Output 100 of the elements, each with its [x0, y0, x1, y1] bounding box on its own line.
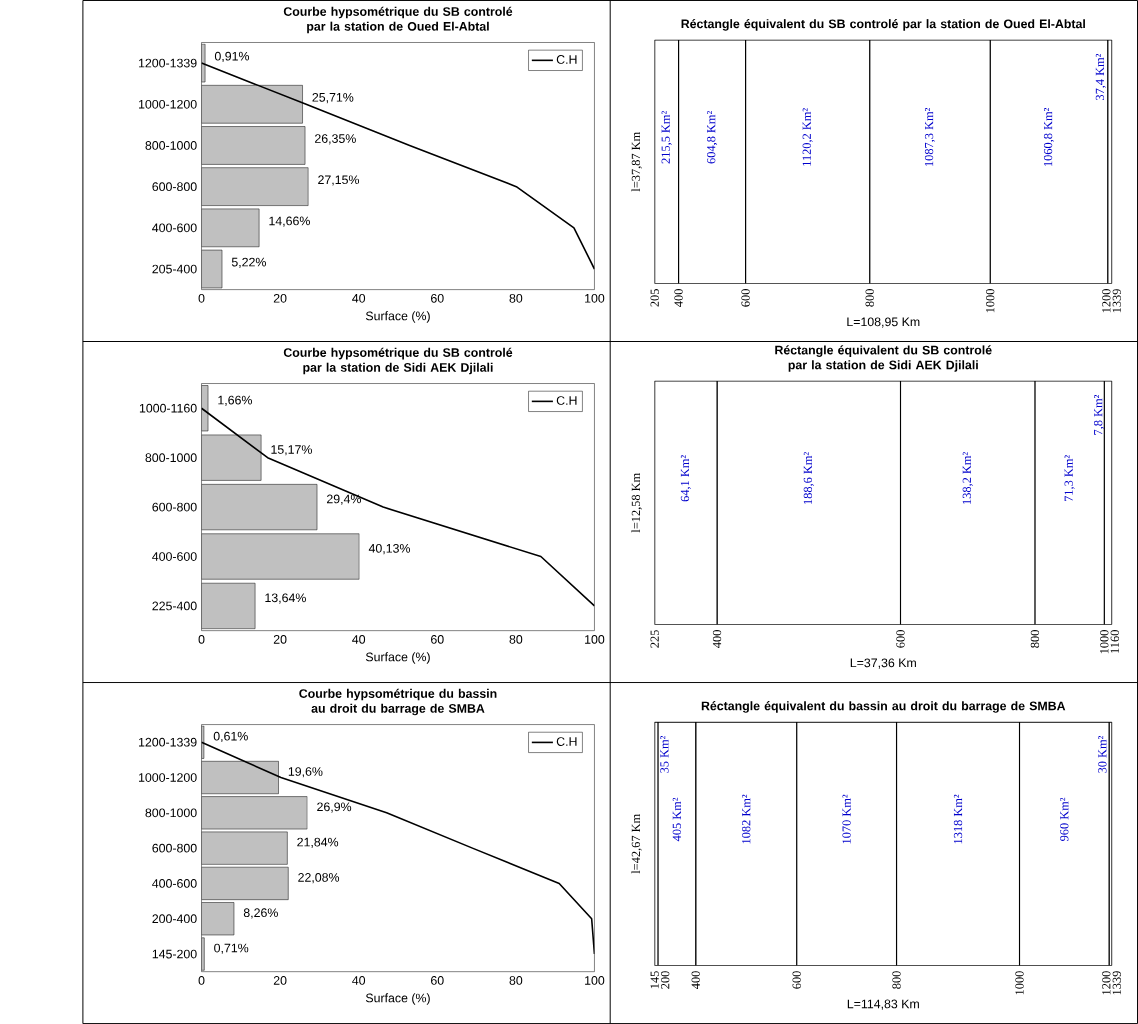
y-tick-label: 200-400: [152, 914, 197, 924]
data-label: 26,35%: [315, 134, 356, 145]
text: 800: [892, 971, 901, 989]
x-tick-label: 20: [273, 293, 287, 303]
bar: [201, 167, 309, 206]
data-label: 138,2 Km²: [962, 452, 973, 504]
x-tick-label: 40: [352, 634, 366, 644]
text: 400: [712, 630, 722, 648]
y-tick-label: 145-200: [152, 949, 197, 959]
text: 600: [741, 289, 750, 307]
y-tick-label: 800-1000: [145, 808, 197, 818]
text: 800: [865, 289, 874, 307]
data-label: 1120,2 Km²: [802, 108, 813, 166]
data-label: 188,6 Km²: [803, 452, 814, 504]
data-label: 26,9%: [317, 802, 352, 813]
data-label: 960 Km²: [1060, 797, 1069, 841]
x-tick-label: 20: [273, 976, 287, 985]
chart-title: Réctangle équivalent du SB controlé par la station de Sidi AEK Djilali: [775, 345, 992, 372]
x-axis-title: L=108,95 Km: [847, 317, 920, 328]
data-label: 14,66%: [269, 216, 310, 227]
legend-label: C.H: [556, 737, 577, 746]
x-tick-label: 0: [198, 634, 205, 644]
x-tick-label: 60: [431, 634, 444, 644]
data-label: 0,61%: [213, 731, 248, 742]
y-tick-label: 800-1000: [145, 141, 197, 150]
y-tick-label: 400-600: [152, 223, 197, 233]
data-label: 71,3 Km²: [1064, 455, 1075, 502]
data-label: 1060,8 Km²: [1043, 107, 1055, 166]
y-axis-title: l=42,67 Km: [631, 814, 642, 874]
data-label: 0,91%: [214, 51, 250, 62]
data-label: 64,1 Km²: [680, 455, 691, 502]
data-label: 1,66%: [218, 395, 252, 406]
y-tick-label: 1000-1200: [139, 773, 197, 782]
data-label: 1087,3 Km²: [924, 107, 935, 166]
data-label: 21,84%: [297, 837, 339, 848]
y-tick-label: 400-600: [152, 879, 197, 888]
text: 800: [1030, 630, 1040, 648]
text: 200: [661, 971, 670, 989]
y-tick-label: 205-400: [152, 264, 197, 274]
bar: [201, 484, 318, 531]
data-label: 22,08%: [298, 873, 340, 884]
y-tick-label: 1200-1339: [139, 58, 197, 68]
y-axis-title: l=37,87 Km: [631, 131, 642, 192]
text: 400: [674, 289, 683, 307]
x-tick-label: 80: [509, 976, 523, 985]
data-label: 215,5 Km²: [661, 111, 672, 164]
x-tick-label: 40: [352, 293, 366, 303]
data-label: 29,4%: [327, 494, 361, 505]
text: 205: [650, 289, 659, 307]
text: 400: [691, 971, 700, 989]
x-axis-title: Surface (%): [365, 311, 430, 323]
bar: [201, 434, 262, 481]
chart-title: Courbe hypsométrique du SB controlé par la station de Sidi AEK Djilali: [283, 347, 513, 375]
x-tick-label: 40: [352, 976, 366, 985]
y-tick-label: 600-800: [152, 843, 197, 853]
bar: [201, 866, 289, 900]
data-label: 1070 Km²: [842, 794, 851, 844]
text: 1200: [1102, 289, 1111, 313]
x-axis-title: L=37,36 Km: [850, 658, 916, 669]
x-tick-label: 60: [431, 293, 444, 303]
x-tick-label: 20: [273, 634, 287, 644]
data-label: 604,8 Km²: [707, 111, 718, 164]
bar: [201, 533, 360, 580]
x-tick-label: 100: [585, 976, 605, 985]
chart-title: Réctangle équivalent du SB controlé par la station de Oued El-Abtal: [681, 18, 1085, 31]
text: 1000: [986, 289, 995, 313]
data-label: 0,71%: [214, 943, 249, 954]
y-tick-label: 600-800: [152, 502, 197, 512]
y-tick-label: 800-1000: [145, 453, 197, 462]
x-tick-label: 80: [509, 293, 523, 303]
legend-label: C.H: [556, 396, 577, 405]
x-tick-label: 0: [198, 293, 205, 303]
y-tick-label: 1000-1160: [139, 403, 197, 413]
text: 225: [650, 630, 659, 648]
text: 1200: [1102, 971, 1111, 995]
data-label: 27,15%: [318, 175, 360, 186]
y-tick-label: 225-400: [152, 601, 197, 611]
x-axis-title: L=114,83 Km: [847, 999, 919, 1010]
data-label: 5,22%: [231, 257, 266, 268]
text: 1000: [1015, 971, 1024, 995]
data-label: 19,6%: [288, 767, 323, 778]
x-tick-label: 100: [585, 293, 605, 303]
data-label: 8,26%: [243, 908, 278, 919]
text: 145: [650, 971, 659, 989]
data-label: 25,71%: [312, 92, 354, 104]
chart-title: Courbe hypsométrique du bassin au droit du barrage de SMBA: [299, 688, 497, 716]
x-tick-label: 0: [198, 976, 205, 985]
text: 600: [792, 971, 801, 989]
data-label: 30 Km²: [1098, 735, 1107, 773]
text: 1339: [1112, 971, 1121, 995]
bar: [201, 208, 260, 247]
chart-title: Réctangle équivalent du bassin au droit du barrage de SMBA: [701, 701, 1066, 713]
y-tick-label: 400-600: [152, 552, 197, 561]
x-tick-label: 60: [431, 976, 444, 985]
data-label: 13,64%: [265, 593, 306, 604]
data-label: 40,13%: [368, 543, 411, 555]
data-label: 7,8 Km²: [1094, 394, 1105, 435]
chart-title: Courbe hypsométrique du SB controlé par la station de Oued El-Abtal: [283, 6, 513, 34]
y-tick-label: 1000-1200: [139, 99, 197, 109]
x-axis-title: Surface (%): [365, 993, 430, 1005]
